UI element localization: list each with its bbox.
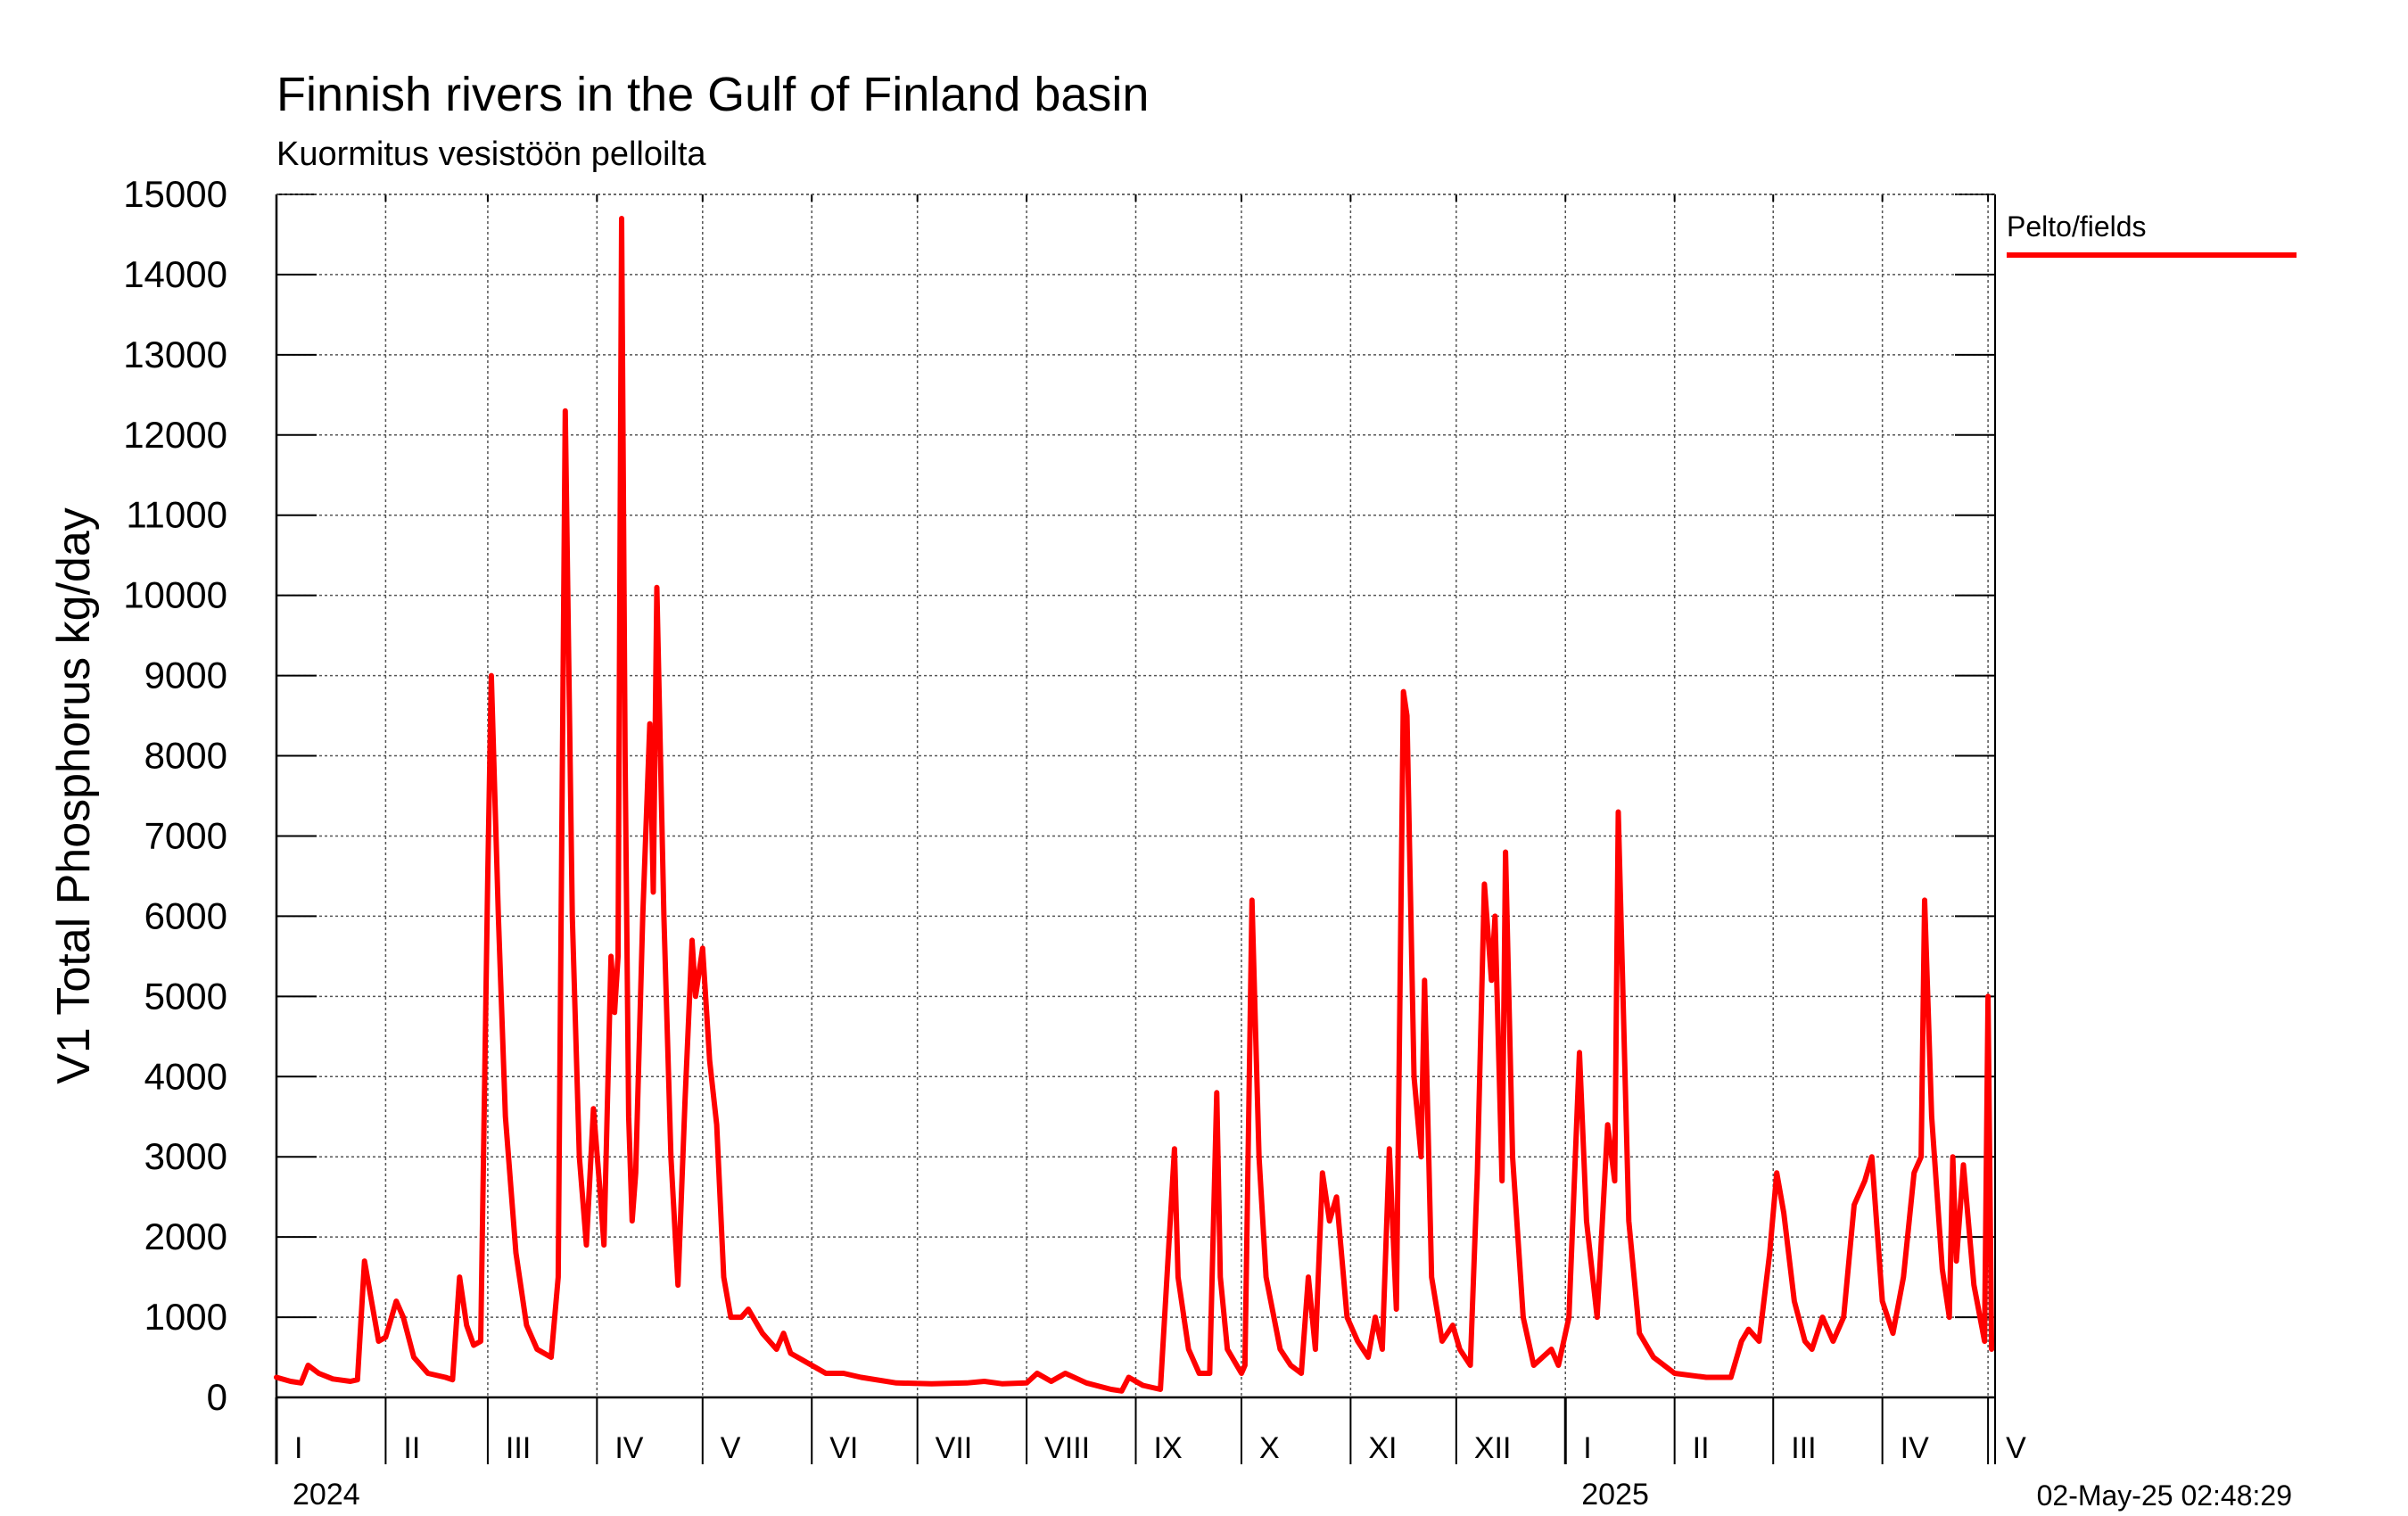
y-tick-label: 11000 xyxy=(126,494,227,536)
y-tick-label: 8000 xyxy=(144,735,227,777)
chart-subtitle: Kuormitus vesistöön pelloilta xyxy=(276,136,706,173)
y-tick-label: 2000 xyxy=(144,1215,227,1257)
month-label: IV xyxy=(614,1431,643,1465)
y-tick-label: 15000 xyxy=(123,173,227,215)
month-label: XII xyxy=(1474,1431,1512,1465)
month-label: I xyxy=(294,1431,302,1465)
month-label: III xyxy=(506,1431,531,1465)
y-tick-label: 6000 xyxy=(144,894,227,936)
month-label: IX xyxy=(1154,1431,1183,1465)
month-label: II xyxy=(1693,1431,1710,1465)
chart-title: Finnish rivers in the Gulf of Finland ba… xyxy=(276,68,1149,121)
legend-label: Pelto/fields xyxy=(2007,210,2147,243)
y-tick-label: 10000 xyxy=(123,574,227,616)
year-label: 2024 xyxy=(293,1478,360,1512)
y-tick-label: 12000 xyxy=(123,414,227,456)
legend: Pelto/fields xyxy=(2007,210,2297,258)
y-axis-label: V1 Total Phosphorus kg/day xyxy=(48,507,100,1084)
y-tick-label: 14000 xyxy=(123,253,227,295)
series-line-0 xyxy=(274,216,1995,1394)
month-label: IV xyxy=(1901,1431,1929,1465)
y-tick-label: 3000 xyxy=(144,1135,227,1177)
y-tick-label: 9000 xyxy=(144,655,227,696)
month-label: III xyxy=(1791,1431,1816,1465)
year-label: 2025 xyxy=(1581,1478,1649,1512)
month-label: VIII xyxy=(1044,1431,1090,1465)
y-tick-label: 13000 xyxy=(123,334,227,375)
y-axis-ticks: 0 1000 2000 3000 4000 5000 6000 7000 8000 9000 100… xyxy=(123,173,1995,1418)
y-tick-label: 1000 xyxy=(144,1296,227,1338)
series-layer xyxy=(274,216,1995,1394)
month-label: II xyxy=(403,1431,420,1465)
month-label: X xyxy=(1259,1431,1280,1465)
month-label: I xyxy=(1583,1431,1591,1465)
y-tick-label: 7000 xyxy=(144,814,227,856)
timestamp: 02-May-25 02:48:29 xyxy=(2037,1479,2292,1512)
y-tick-label: 4000 xyxy=(144,1055,227,1097)
month-label: V xyxy=(721,1431,741,1465)
month-label: V xyxy=(2006,1431,2026,1465)
month-label: XI xyxy=(1368,1431,1397,1465)
month-label: VII xyxy=(936,1431,973,1465)
grid xyxy=(276,194,1995,1397)
y-tick-label: 5000 xyxy=(144,975,227,1017)
y-tick-label: 0 xyxy=(207,1376,227,1418)
month-label: VI xyxy=(829,1431,858,1465)
